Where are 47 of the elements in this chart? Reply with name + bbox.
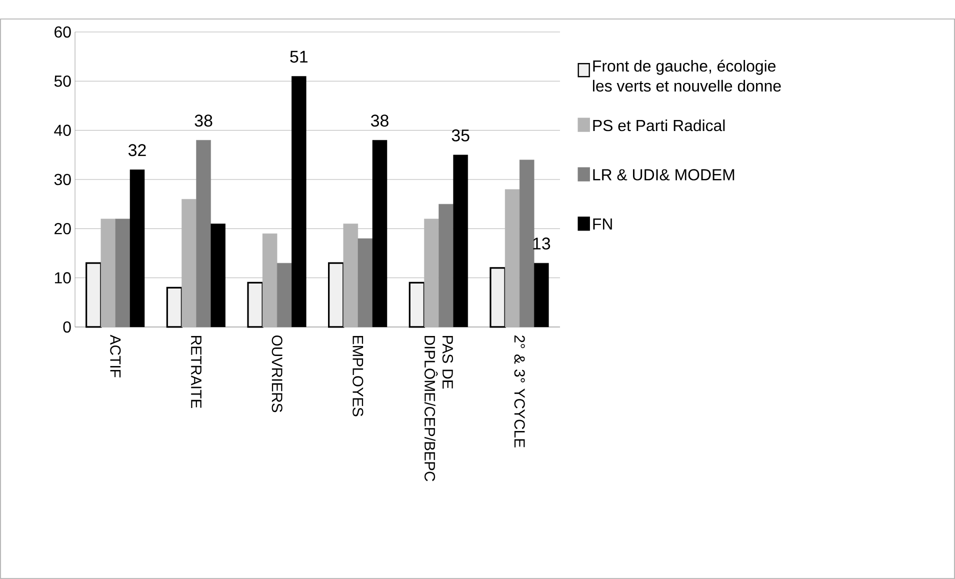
y-tick-label: 10: [54, 272, 71, 284]
bar: [424, 218, 439, 328]
bar: [519, 160, 534, 328]
x-tick-label: RETRAITE: [191, 336, 202, 408]
bar: [276, 262, 292, 328]
bar: [453, 154, 468, 328]
y-tick-label: 0: [63, 321, 71, 333]
y-tick-label: 20: [54, 223, 71, 234]
y-tick-label: 40: [54, 124, 71, 136]
y-tick-label: 30: [54, 174, 71, 186]
bar: [166, 286, 183, 328]
data-label: 38: [194, 114, 212, 127]
x-tick-label: PAS DE DIPLÔME/CEP/BEPC: [424, 336, 454, 482]
bar: [210, 224, 226, 328]
bar: [328, 262, 344, 328]
bar: [534, 262, 549, 328]
bar: [100, 218, 116, 328]
y-tick-label: 50: [54, 76, 71, 87]
x-tick-label: OUVRIERS: [272, 335, 282, 412]
data-label: 38: [370, 114, 388, 127]
bar: [438, 204, 454, 328]
x-tick-label: 2° & 3° YCYCLE: [514, 336, 525, 448]
legend-label: FN: [593, 218, 612, 230]
bar: [86, 262, 102, 328]
legend-label: PS et Parti Radical: [593, 119, 725, 132]
bar: [408, 282, 426, 328]
bar: [490, 267, 506, 328]
data-label: 32: [128, 144, 146, 156]
legend-label: LR & UDI& MODEM: [593, 169, 734, 180]
y-tick-label: 60: [54, 26, 71, 38]
legend-label: Front de gauche, écologie les verts et nouvelle donne: [593, 60, 781, 92]
data-label: 51: [290, 50, 308, 63]
bar: [262, 233, 278, 328]
data-label: 35: [452, 129, 470, 142]
x-tick-label: EMPLOYES: [352, 336, 364, 416]
bar: [358, 238, 373, 328]
bar: [343, 224, 358, 328]
data-label: 13: [533, 238, 550, 250]
bar: [504, 189, 520, 328]
bar: [130, 170, 145, 328]
x-tick-label: ACTIF: [110, 334, 121, 378]
bar: [247, 282, 264, 328]
bar: [115, 218, 130, 328]
bar: [182, 199, 196, 328]
bar: [292, 76, 306, 328]
bar: [372, 140, 388, 328]
bar: [196, 140, 211, 328]
